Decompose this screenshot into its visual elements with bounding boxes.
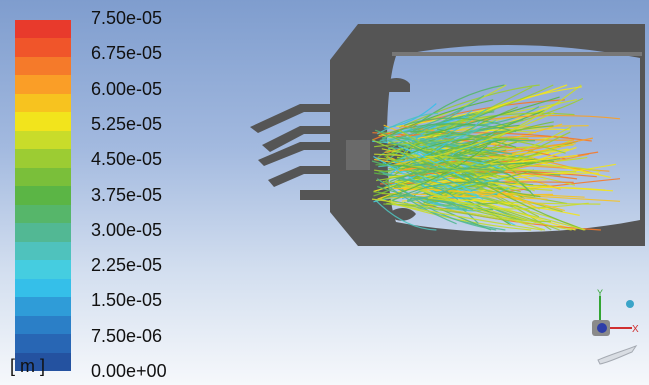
- pathline: [389, 167, 504, 182]
- pathline: [437, 125, 554, 158]
- pathline: [431, 152, 583, 230]
- legend-color-band: [15, 278, 71, 298]
- legend-color-band: [15, 130, 71, 150]
- pathline: [398, 177, 459, 201]
- pathline: [399, 84, 540, 129]
- pathline: [427, 197, 585, 231]
- pathline: [439, 112, 575, 127]
- pathline: [411, 129, 488, 145]
- rotation-gizmo-icon: [597, 344, 638, 365]
- legend-tick-label: 7.50e-05: [91, 8, 163, 28]
- pathline: [441, 114, 621, 127]
- pathline: [407, 167, 498, 203]
- pathline: [386, 202, 510, 222]
- legend-color-band: [15, 204, 71, 224]
- legend-tick-label: 2.25e-05: [91, 255, 163, 276]
- colormap-legend-bar: [15, 20, 71, 372]
- pathline: [422, 108, 487, 148]
- pathline: [412, 201, 589, 210]
- pathline: [371, 139, 497, 178]
- legend-color-band: [15, 38, 71, 58]
- legend-color-band: [15, 75, 71, 95]
- legend-tick-label: 3.00e-05: [91, 219, 163, 240]
- pathline: [398, 129, 530, 186]
- legend-tick-label: 4.50e-05: [91, 149, 163, 170]
- legend-color-band: [15, 260, 71, 280]
- legend-color-band: [15, 112, 71, 132]
- legend-color-band: [15, 297, 71, 317]
- legend-tick-label: 3.75e-05: [91, 184, 163, 205]
- pathline: [381, 95, 485, 139]
- legend-color-band: [15, 167, 71, 187]
- pathline: [424, 96, 560, 136]
- pathline: [417, 174, 482, 199]
- pathline: [379, 107, 465, 144]
- pathline: [390, 123, 473, 134]
- pathline: [423, 197, 486, 212]
- x-axis-label: X: [632, 324, 639, 335]
- view-sphere-icon: [626, 300, 634, 308]
- pathline: [420, 137, 487, 146]
- pathline: [412, 185, 572, 231]
- legend-tick-label: 6.75e-05: [91, 43, 163, 64]
- pathline: [389, 140, 476, 161]
- legend-color-band: [15, 149, 71, 169]
- pathline: [403, 190, 466, 209]
- legend-tick-label: 5.25e-05: [91, 113, 163, 134]
- pathline: [391, 181, 489, 202]
- pathline: [384, 138, 475, 166]
- combustor-geometry: [250, 24, 645, 246]
- pathline: [393, 171, 578, 180]
- pathline: [377, 112, 439, 135]
- pathline: [399, 133, 470, 142]
- legend-color-band: [15, 20, 71, 39]
- pathline: [392, 203, 543, 231]
- legend-color-band: [15, 352, 71, 372]
- legend-color-band: [15, 56, 71, 76]
- pathline: [432, 177, 505, 195]
- particle-pathlines: [371, 84, 621, 231]
- pathline: [376, 178, 457, 225]
- legend-color-band: [15, 93, 71, 113]
- pathline: [427, 127, 482, 149]
- legend-color-band: [15, 334, 71, 354]
- pathline: [416, 84, 554, 135]
- legend-color-band: [15, 186, 71, 206]
- legend-tick-label: 6.00e-05: [91, 78, 163, 99]
- y-axis-label: Y: [597, 288, 603, 298]
- pathline: [394, 180, 545, 231]
- legend-color-band: [15, 223, 71, 243]
- axis-triad[interactable]: Y X: [592, 288, 639, 365]
- pathline: [394, 140, 449, 164]
- pathline: [374, 137, 529, 148]
- pathline: [406, 197, 474, 210]
- legend-color-band: [15, 315, 71, 335]
- pathline: [403, 117, 507, 127]
- legend-tick-label: 7.50e-06: [91, 325, 163, 346]
- pathline: [375, 199, 437, 231]
- legend-tick-label: 1.50e-05: [91, 290, 163, 311]
- pathline: [410, 112, 555, 163]
- legend-tick-label: 0.00e+00: [91, 361, 167, 381]
- legend-units-label: [ m ]: [10, 356, 45, 376]
- z-axis-dot: [597, 323, 607, 333]
- pathline: [382, 145, 488, 200]
- legend-color-band: [15, 241, 71, 261]
- pathline: [410, 131, 517, 148]
- pathline: [371, 198, 534, 225]
